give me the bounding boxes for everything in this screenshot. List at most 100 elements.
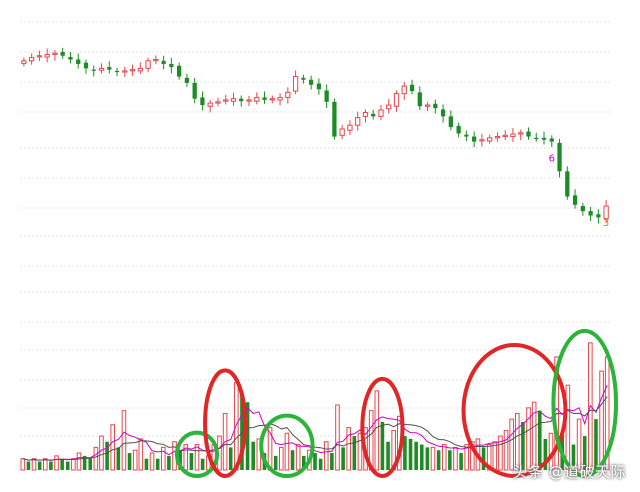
candle-up xyxy=(29,57,35,62)
candle-down xyxy=(308,79,314,85)
volume-bar-down xyxy=(200,458,205,470)
candle-up xyxy=(98,67,105,71)
candle-down xyxy=(534,137,539,140)
candle-down xyxy=(572,195,578,205)
volume-bar-down xyxy=(228,447,233,470)
volume-bar-up xyxy=(470,441,475,471)
volume-bar-down xyxy=(178,450,182,470)
volume-bar-down xyxy=(521,421,525,470)
volume-bar-down xyxy=(105,441,109,470)
candle-down xyxy=(262,97,267,100)
volume-bar-down xyxy=(436,450,441,470)
volume-bar-up xyxy=(357,432,363,471)
volume-bar-up xyxy=(441,444,447,471)
candle-up xyxy=(347,124,353,131)
volume-bar-down xyxy=(448,450,452,470)
candle-down xyxy=(472,136,477,142)
candle-down xyxy=(68,57,73,60)
volume-bar-up xyxy=(576,418,582,471)
candle-up xyxy=(362,112,369,117)
volume-bar-up xyxy=(374,390,380,471)
candle-down xyxy=(596,214,601,218)
candle-down xyxy=(192,82,197,99)
candle-up xyxy=(479,139,485,142)
candle-up xyxy=(386,104,392,110)
volume-bar-down xyxy=(408,438,413,470)
volume-bar-up xyxy=(346,427,352,471)
volume-bar-up xyxy=(599,370,604,471)
price-annotations: 63 xyxy=(549,154,610,229)
volume-bar-down xyxy=(240,393,244,470)
volume-bar-down xyxy=(313,453,317,470)
volume-ma-line xyxy=(22,396,608,461)
candle-down xyxy=(549,138,554,142)
candle-up xyxy=(292,76,299,92)
volume-bar-down xyxy=(127,453,132,470)
volume-bar-up xyxy=(430,446,436,471)
volume-bar-down xyxy=(37,461,42,470)
candle-down xyxy=(565,171,570,197)
candle-down xyxy=(316,83,322,90)
volume-bar-up xyxy=(194,444,200,471)
candle-down xyxy=(177,65,182,77)
candle-down xyxy=(332,101,337,137)
candle-up xyxy=(122,70,128,73)
candle-down xyxy=(184,77,190,83)
volume-bar-down xyxy=(594,419,598,470)
candle-down xyxy=(541,137,547,140)
volume-bar-down xyxy=(414,441,418,470)
volume-bar-down xyxy=(425,447,430,470)
candle-down xyxy=(324,90,329,102)
volume-bar-up xyxy=(514,412,520,471)
highlight-circle xyxy=(203,368,248,478)
volume-bar-up xyxy=(323,441,329,471)
volume-bar-down xyxy=(403,436,407,470)
volume-bar-down xyxy=(537,410,542,470)
candle-up xyxy=(510,133,516,138)
candle-down xyxy=(200,97,205,105)
volume-bar-up xyxy=(76,452,82,471)
candle-down xyxy=(114,70,120,73)
volume-bar-up xyxy=(335,404,340,471)
volume-bar-up xyxy=(295,444,301,471)
volume-bar-down xyxy=(60,458,64,470)
volume-bar-up xyxy=(278,446,284,471)
candle-up xyxy=(44,53,50,58)
highlight-circle xyxy=(174,430,220,479)
volume-bar-down xyxy=(189,453,194,470)
candle-down xyxy=(301,77,306,80)
candle-down xyxy=(448,116,453,128)
volume-bar-down xyxy=(65,461,70,470)
annotation-label: 6 xyxy=(549,154,555,165)
volume-bar-down xyxy=(290,450,295,470)
volume-bar-down xyxy=(251,441,255,470)
candle-up xyxy=(277,96,283,101)
volume-bar-up xyxy=(503,429,509,471)
volume-bar-down xyxy=(481,447,486,470)
volume-bar-up xyxy=(110,424,116,471)
watermark: 头条 @道破天际 xyxy=(512,463,626,481)
candle-down xyxy=(60,51,65,56)
highlight-circle xyxy=(259,413,315,479)
candle-up xyxy=(393,93,400,107)
candle-down xyxy=(464,134,469,137)
annotation-label: 3 xyxy=(603,218,609,229)
volume-bar-down xyxy=(543,438,548,470)
highlight-circles xyxy=(174,328,619,479)
candle-up xyxy=(285,91,291,98)
candle-up xyxy=(129,69,136,72)
volume-bar-up xyxy=(138,438,144,471)
candle-down xyxy=(456,125,461,134)
volume-bar-up xyxy=(509,418,514,471)
volume-bar-up xyxy=(160,446,166,471)
volume-bar-up xyxy=(42,458,48,471)
volume-bar-down xyxy=(459,453,463,470)
candlestick-series xyxy=(21,47,609,224)
volume-bar-down xyxy=(380,421,385,470)
volume-bar-down xyxy=(571,444,576,470)
candle-up xyxy=(52,52,58,55)
volume-bar-up xyxy=(121,410,127,471)
volume-bar-down xyxy=(352,436,357,470)
candle-down xyxy=(557,142,562,172)
